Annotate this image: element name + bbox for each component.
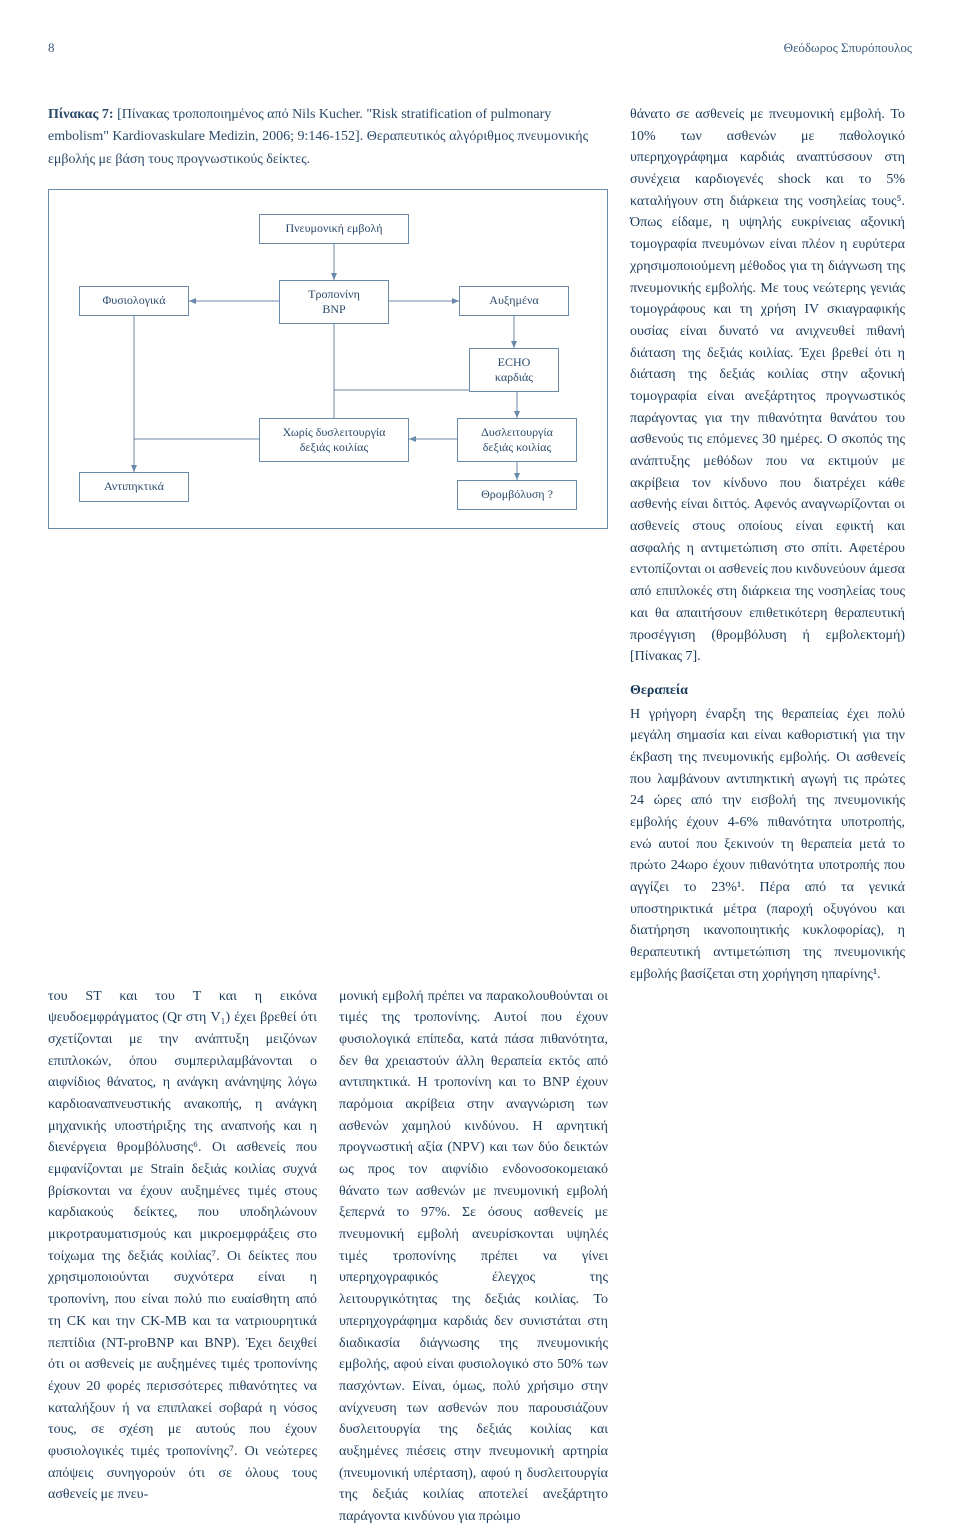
caption-bold: Πίνακας 7: (48, 107, 114, 122)
flow-node-n7: Δυσλειτουργίαδεξιάς κοιλίας (457, 418, 577, 462)
col3-top-text: θάνατο σε ασθενείς με πνευμονική εμβολή.… (630, 104, 905, 668)
flow-node-n6: Χωρίς δυσλειτουργίαδεξιάς κοιλίας (259, 418, 409, 462)
flow-node-n5: ECHOκαρδιάς (469, 348, 559, 392)
flow-node-n4: Αυξημένα (459, 286, 569, 316)
flow-node-n3: ΤροπονίνηBNP (279, 280, 389, 324)
flowchart: Πνευμονική εμβολή Φυσιολογικά ΤροπονίνηBNP… (48, 189, 608, 529)
page-number: 8 (48, 40, 55, 56)
column-3-top: θάνατο σε ασθενείς με πνευμονική εμβολή.… (630, 104, 905, 986)
therapy-heading: Θεραπεία (630, 680, 905, 702)
table-caption: Πίνακας 7: [Πίνακας τροποποιημένος από N… (48, 104, 608, 171)
body-columns: του ST και του T και η εικόνα ψευδοεμφρά… (48, 986, 608, 1528)
col2-text: μονική εμβολή πρέπει να παρακολουθούνται… (339, 986, 608, 1528)
flow-node-n9: Θρομβόλυση ? (457, 480, 577, 510)
column-2: μονική εμβολή πρέπει να παρακολουθούνται… (339, 986, 608, 1528)
column-1: του ST και του T και η εικόνα ψευδοεμφρά… (48, 986, 317, 1528)
flow-node-n8: Αντιπηκτικά (79, 472, 189, 502)
caption-rest: [Πίνακας τροποποιημένος από Nils Kucher.… (48, 107, 588, 167)
top-block: Πίνακας 7: [Πίνακας τροποποιημένος από N… (48, 104, 912, 986)
col1-text: του ST και του T και η εικόνα ψευδοεμφρά… (48, 986, 317, 1507)
col3-bottom-text: Η γρήγορη έναρξη της θεραπείας έχει πολύ… (630, 704, 905, 986)
page-header: 8 Θεόδωρος Σπυρόπουλος (48, 40, 912, 56)
header-author: Θεόδωρος Σπυρόπουλος (784, 40, 912, 56)
flow-node-n2: Φυσιολογικά (79, 286, 189, 316)
flow-node-n1: Πνευμονική εμβολή (259, 214, 409, 244)
